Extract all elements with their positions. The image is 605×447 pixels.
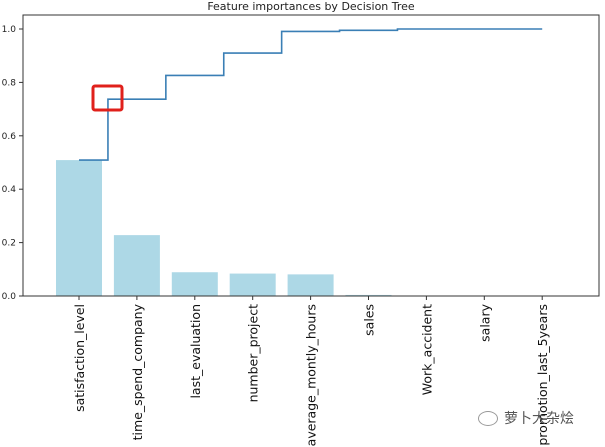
- x-tick-label: satisfaction_level: [72, 304, 87, 412]
- x-tick-label: sales: [362, 304, 377, 336]
- y-tick-label: 0.4: [2, 185, 17, 195]
- plot-frame: [22, 14, 600, 297]
- y-tick-label: 0.8: [2, 78, 17, 88]
- x-tick-label: time_spend_company: [130, 303, 145, 440]
- x-tick-label: salary: [477, 303, 492, 341]
- bar-average_montly_hours: [287, 274, 334, 296]
- wechat-icon: [478, 410, 498, 426]
- chart-title: Feature importances by Decision Tree: [207, 0, 415, 13]
- bar-time_spend_company: [113, 235, 160, 296]
- bar-sales: [345, 294, 392, 296]
- cumulative-importance-line: [79, 28, 543, 161]
- bar-satisfaction_level: [56, 160, 102, 296]
- y-tick-label: 0.6: [2, 132, 17, 142]
- bar-last_evaluation: [171, 272, 218, 296]
- x-tick-label: Work_accident: [419, 304, 434, 395]
- x-tick-label: average_montly_hours: [304, 304, 319, 446]
- highlight-box: [91, 84, 124, 112]
- y-tick-label: 0.2: [2, 239, 16, 249]
- y-tick-label: 0.0: [2, 292, 17, 302]
- watermark: 萝卜大杂烩: [478, 408, 574, 428]
- x-tick-label: number_project: [246, 304, 261, 403]
- bar-number_project: [229, 273, 276, 296]
- x-tick-label: promotion_last_5years: [535, 304, 550, 446]
- y-tick-label: 1.0: [2, 25, 17, 35]
- x-tick-label: last_evaluation: [188, 304, 203, 399]
- watermark-text: 萝卜大杂烩: [504, 411, 574, 427]
